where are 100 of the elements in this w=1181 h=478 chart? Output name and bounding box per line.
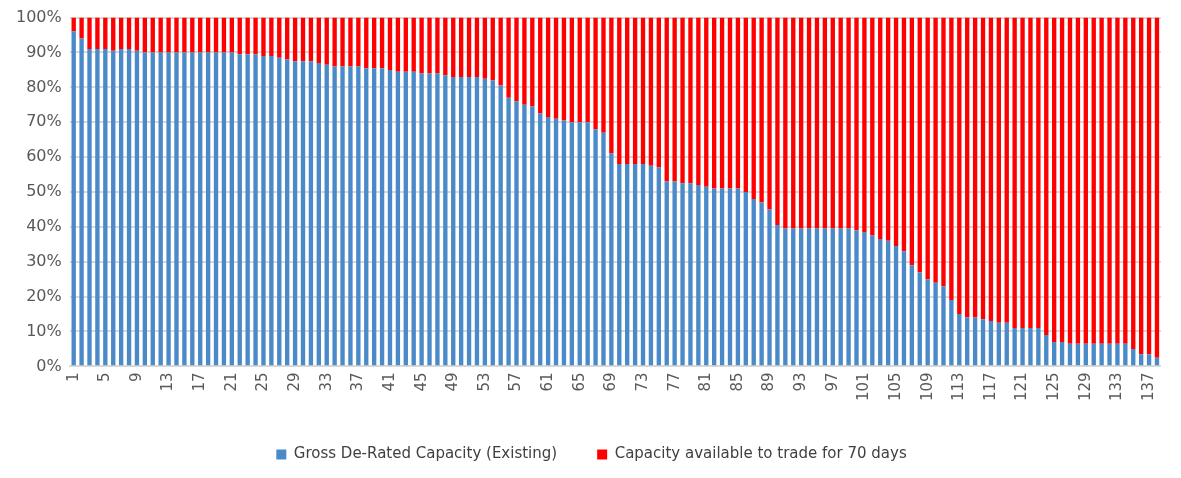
bar xyxy=(545,117,551,366)
bar xyxy=(522,17,527,105)
bar xyxy=(443,75,448,366)
bar xyxy=(237,54,242,366)
x-tick-label: 65 xyxy=(569,372,588,392)
bar xyxy=(300,17,306,62)
bar xyxy=(1020,17,1025,329)
bar xyxy=(791,228,796,366)
bar xyxy=(830,228,835,366)
bar xyxy=(324,17,329,65)
bar xyxy=(988,17,994,322)
x-tick-label: 89 xyxy=(759,372,778,392)
x-tick-label: 13 xyxy=(158,372,177,392)
y-tick-label: 80% xyxy=(26,76,62,96)
bar xyxy=(1138,354,1144,366)
bar xyxy=(1107,343,1112,366)
bar xyxy=(387,17,393,70)
bar xyxy=(632,17,638,165)
bar xyxy=(925,17,930,280)
bar xyxy=(95,48,100,366)
bar xyxy=(474,17,480,77)
bar xyxy=(625,17,630,165)
bar xyxy=(371,17,377,69)
bar xyxy=(482,17,488,79)
bar xyxy=(530,17,535,107)
bar xyxy=(118,17,124,49)
bar xyxy=(79,17,84,39)
bar xyxy=(893,17,899,247)
bar xyxy=(688,17,693,184)
x-tick-label: 45 xyxy=(411,372,430,392)
bar xyxy=(783,17,788,229)
bar xyxy=(364,68,369,366)
legend-label: Gross De-Rated Capacity (Existing) xyxy=(293,444,558,463)
bar xyxy=(965,17,970,318)
bar xyxy=(672,17,677,182)
bar xyxy=(617,17,622,165)
bar xyxy=(435,17,440,74)
bar xyxy=(640,164,646,366)
bar xyxy=(411,17,416,72)
bar xyxy=(126,17,132,49)
bar xyxy=(830,17,835,229)
bar xyxy=(885,17,891,241)
bar xyxy=(498,17,503,86)
bar xyxy=(719,188,725,366)
bar xyxy=(316,17,321,63)
bar xyxy=(506,97,511,366)
bar xyxy=(340,66,345,366)
bar xyxy=(1012,328,1017,366)
x-tick-label: 37 xyxy=(348,372,367,392)
bar xyxy=(814,228,820,366)
bar xyxy=(870,235,875,366)
bar xyxy=(672,181,677,366)
bar xyxy=(798,228,804,366)
bar xyxy=(300,61,306,366)
bar xyxy=(466,17,472,77)
y-tick-label: 20% xyxy=(26,285,62,305)
bar xyxy=(1099,343,1104,366)
bar xyxy=(1123,343,1128,366)
bar xyxy=(213,52,219,366)
bar xyxy=(87,48,92,366)
bar xyxy=(1044,17,1049,335)
bar xyxy=(878,239,883,366)
bar xyxy=(1138,17,1144,355)
bar xyxy=(1052,341,1057,366)
bar xyxy=(577,17,582,123)
bar xyxy=(332,17,337,67)
bar xyxy=(182,17,187,53)
bar xyxy=(609,153,614,366)
bar xyxy=(261,17,266,56)
bar xyxy=(1083,17,1088,344)
bar xyxy=(775,17,780,226)
bar xyxy=(1075,17,1081,344)
bar xyxy=(569,17,575,123)
bar xyxy=(324,64,329,366)
bar xyxy=(727,188,733,366)
bar xyxy=(474,76,480,366)
x-tick-label: 85 xyxy=(727,372,746,392)
bar xyxy=(1154,17,1160,358)
bar xyxy=(988,321,994,366)
bar xyxy=(221,52,227,366)
bar xyxy=(980,17,986,320)
bar xyxy=(704,186,709,366)
bar xyxy=(261,55,266,366)
bar xyxy=(395,71,401,366)
bar xyxy=(387,69,393,366)
x-tick-label: 5 xyxy=(95,372,114,382)
bar xyxy=(656,17,661,168)
bar xyxy=(174,17,179,53)
bar xyxy=(704,17,709,187)
bar xyxy=(822,17,828,229)
y-tick-label: 60% xyxy=(26,146,62,166)
x-tick-label: 41 xyxy=(379,372,398,392)
x-tick-label: 117 xyxy=(980,372,999,402)
bar xyxy=(1052,17,1057,342)
bar xyxy=(308,61,314,366)
bar xyxy=(996,322,1002,366)
bar xyxy=(458,17,464,77)
bar xyxy=(743,17,748,192)
bar xyxy=(118,48,124,366)
bar xyxy=(111,17,116,51)
